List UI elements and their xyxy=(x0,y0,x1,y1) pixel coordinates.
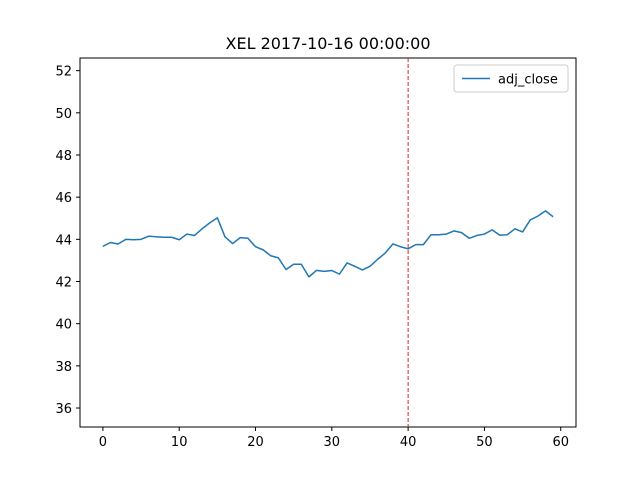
legend-label: adj_close xyxy=(498,73,558,88)
y-tick-label: 38 xyxy=(55,360,72,375)
y-tick-label: 52 xyxy=(55,65,72,80)
legend: adj_close xyxy=(453,64,569,93)
x-tick-label: 50 xyxy=(476,435,493,450)
series-line-adj_close xyxy=(102,210,554,278)
series-layer xyxy=(102,58,554,427)
chart-title: XEL 2017-10-16 00:00:00 xyxy=(226,34,431,53)
y-tick-label: 40 xyxy=(55,318,72,333)
y-tick-label: 36 xyxy=(55,402,72,417)
y-tick-label: 44 xyxy=(55,233,72,248)
y-tick-label: 50 xyxy=(55,107,72,122)
x-axis: 0 10 20 30 40 50 60 xyxy=(99,427,569,450)
x-tick-label: 40 xyxy=(400,435,417,450)
x-tick-label: 60 xyxy=(552,435,569,450)
x-tick-label: 0 xyxy=(99,435,107,450)
y-axis: 36 38 40 42 44 46 48 50 52 xyxy=(55,65,80,417)
legend-box xyxy=(453,64,569,93)
plot-frame xyxy=(79,57,577,428)
x-tick-label: 30 xyxy=(324,435,341,450)
x-tick-label: 20 xyxy=(247,435,264,450)
y-tick-label: 48 xyxy=(55,149,72,164)
x-tick-label: 10 xyxy=(171,435,188,450)
y-tick-label: 42 xyxy=(55,276,72,291)
plot-area xyxy=(79,57,577,428)
y-tick-label: 46 xyxy=(55,191,72,206)
